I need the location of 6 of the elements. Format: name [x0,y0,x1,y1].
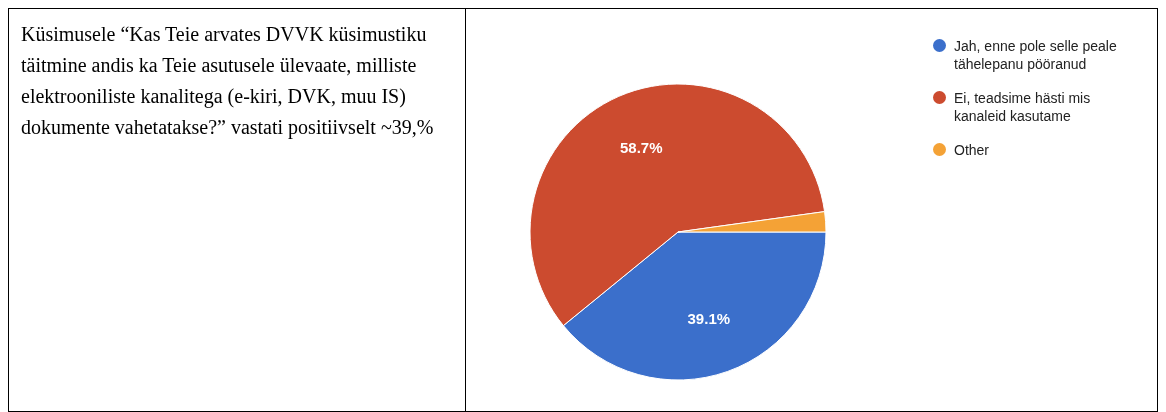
legend-label: Jah, enne pole selle peale tähelepanu pööranud [954,37,1118,73]
data-label: 58.7% [620,139,663,157]
text: Küsimusele “Kas Teie arvates DVVK küsimustiku täitmine andis ka Teie asutusele ülevaate, milliste elektrooniliste kanalitega (e-kiri, DVK, muu IS) dokumente vahetatakse?” vastati positiivselt ~39,% [21,22,435,141]
data-label: 39.1% [687,309,731,327]
legend-label: Other [954,141,990,159]
legend-label: Ei, teadsime hästi mis kanaleid kasutame [954,89,1092,125]
